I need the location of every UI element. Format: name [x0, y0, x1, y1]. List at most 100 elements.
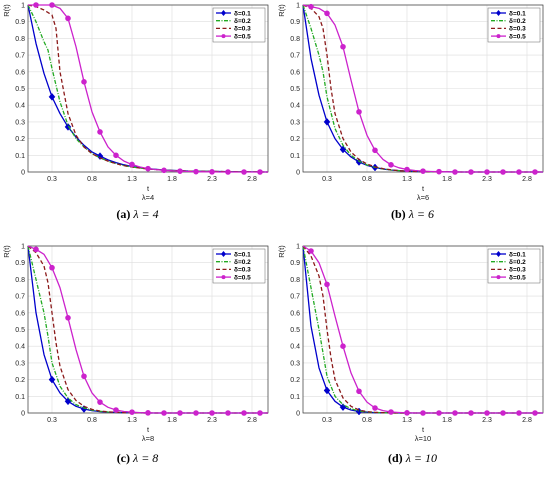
x-tick-label-d-2: 1.3 — [402, 417, 412, 424]
caption-expr-c: λ = 8 — [133, 451, 159, 465]
marker-b-01-0 — [323, 118, 331, 126]
x-axis-label-a: t — [147, 184, 150, 193]
y-tick-label-d-5: 0.5 — [290, 327, 300, 334]
y-tick-label-b-3: 0.3 — [290, 119, 300, 126]
legend-marker-a-05 — [221, 34, 226, 39]
marker-d-05-7 — [420, 410, 426, 416]
y-tick-label-a-4: 0.4 — [15, 103, 25, 110]
series-line-a-03 — [27, 4, 269, 173]
marker-b-05-4 — [372, 147, 378, 154]
y-axis-label-a: R(t) — [2, 4, 11, 17]
y-tick-label-c-9: 0.9 — [15, 260, 25, 267]
y-tick-label-c-0: 0 — [21, 411, 25, 418]
x-axis-sublabel-c: λ=8 — [142, 434, 154, 443]
legend-label-a-02: δ=0.2 — [234, 18, 251, 25]
chart-c: 0.3 0.8 1.3 1.8 2.3 2.8 0 0.1 0.2 0.3 0.4 0.5 0.6 0.7… — [2, 244, 269, 443]
y-tick-label-a-0: 0 — [21, 170, 25, 177]
legend-label-d-02: δ=0.2 — [509, 259, 526, 266]
marker-b-05-3 — [356, 109, 362, 115]
marker-d-05-12 — [500, 410, 506, 416]
marker-b-05-8 — [436, 168, 442, 175]
x-axis-label-b: t — [422, 184, 425, 193]
x-tick-label-d-3: 1.8 — [442, 417, 452, 424]
y-tick-label-a-1: 0.1 — [15, 153, 25, 160]
marker-d-05-6 — [404, 410, 410, 416]
marker-a-05-12 — [225, 169, 231, 175]
y-tick-label-b-7: 0.7 — [290, 53, 300, 60]
marker-c-05-3 — [81, 373, 87, 380]
marker-b-05-0 — [308, 3, 314, 10]
y-tick-label-d-4: 0.4 — [290, 344, 300, 351]
marker-a-05-0 — [33, 2, 39, 8]
y-tick-label-b-6: 0.6 — [290, 69, 300, 76]
legend-marker-d-01 — [496, 251, 501, 257]
x-tick-label-c-3: 1.8 — [167, 417, 177, 424]
y-tick-label-c-10: 1 — [21, 244, 25, 251]
legend-label-c-05: δ=0.5 — [234, 274, 251, 281]
marker-d-05-5 — [388, 409, 394, 415]
marker-d-05-4 — [372, 405, 378, 411]
marker-d-05-3 — [356, 388, 362, 395]
y-tick-label-d-7: 0.7 — [290, 294, 300, 301]
marker-a-05-13 — [241, 169, 247, 175]
marker-b-05-12 — [500, 169, 506, 175]
x-tick-label-d-4: 2.3 — [482, 417, 492, 424]
marker-d-05-11 — [484, 410, 490, 416]
marker-c-05-10 — [193, 410, 199, 416]
x-axis-label-c: t — [147, 425, 150, 434]
marker-d-01-0 — [323, 386, 331, 395]
legend-label-b-02: δ=0.2 — [509, 18, 526, 25]
marker-c-05-4 — [97, 399, 103, 405]
caption-expr-b: λ = 6 — [408, 207, 434, 221]
x-tick-label-b-3: 1.8 — [442, 176, 452, 183]
x-tick-label-b-2: 1.3 — [402, 176, 412, 183]
axes-box-a — [27, 4, 269, 173]
marker-c-01-0 — [48, 375, 56, 384]
chart-panel-c: 0.3 0.8 1.3 1.8 2.3 2.8 0 0.1 0.2 0.3 0.4 0.5 0.6 0.7… — [0, 241, 275, 481]
caption-a: (a) λ = 4 — [0, 207, 275, 222]
marker-b-05-7 — [420, 168, 426, 174]
x-tick-label-a-5: 2.8 — [247, 176, 257, 183]
chart-a: 0.3 0.8 1.3 1.8 2.3 2.8 0 0.1 0.2 0.3 0.4 0.5 0.6 0.7… — [2, 2, 269, 202]
marker-d-05-1 — [324, 281, 330, 288]
y-tick-label-c-8: 0.8 — [15, 277, 25, 284]
y-axis-label-c: R(t) — [2, 245, 11, 258]
marker-a-05-4 — [97, 129, 103, 135]
marker-a-05-5 — [113, 152, 119, 159]
marker-c-05-14 — [257, 410, 263, 416]
marker-d-05-2 — [340, 343, 346, 349]
y-tick-label-b-10: 1 — [296, 3, 300, 10]
marker-d-05-9 — [452, 410, 458, 416]
caption-tag-d: (d) — [388, 451, 403, 465]
marker-c-05-9 — [177, 410, 183, 416]
legend-label-a-01: δ=0.1 — [234, 10, 251, 17]
x-tick-label-c-0: 0.3 — [47, 417, 57, 424]
y-tick-label-c-1: 0.1 — [15, 394, 25, 401]
x-tick-label-c-2: 1.3 — [127, 417, 137, 424]
y-tick-label-a-8: 0.8 — [15, 36, 25, 43]
legend-label-b-05: δ=0.5 — [509, 33, 526, 40]
caption-tag-b: (b) — [391, 207, 406, 221]
chart-panel-d: 0.3 0.8 1.3 1.8 2.3 2.8 0 0.1 0.2 0.3 0.4 0.5 0.6 0.7… — [275, 241, 550, 481]
series-line-c-02 — [27, 245, 268, 414]
y-tick-label-a-3: 0.3 — [15, 119, 25, 126]
legend-marker-a-01 — [221, 10, 226, 16]
marker-b-05-9 — [452, 169, 458, 175]
y-tick-label-b-5: 0.5 — [290, 86, 300, 93]
marker-d-05-10 — [468, 410, 474, 416]
y-tick-label-a-7: 0.7 — [15, 53, 25, 60]
legend-label-b-03: δ=0.3 — [509, 26, 526, 33]
marker-c-05-7 — [145, 410, 151, 416]
legend-label-b-01: δ=0.1 — [509, 10, 526, 17]
y-tick-label-d-9: 0.9 — [290, 260, 300, 267]
chart-panel-a: 0.3 0.8 1.3 1.8 2.3 2.8 0 0.1 0.2 0.3 0.4 0.5 0.6 0.7… — [0, 0, 275, 240]
y-tick-label-b-9: 0.9 — [290, 19, 300, 26]
x-tick-label-c-4: 2.3 — [207, 417, 217, 424]
marker-d-05-14 — [532, 410, 538, 416]
marker-c-05-1 — [49, 264, 55, 271]
x-tick-label-a-2: 1.3 — [127, 176, 137, 183]
marker-a-05-2 — [65, 15, 71, 22]
marker-b-05-13 — [516, 169, 522, 175]
marker-a-05-10 — [193, 168, 199, 175]
x-axis-label-d: t — [422, 425, 425, 434]
